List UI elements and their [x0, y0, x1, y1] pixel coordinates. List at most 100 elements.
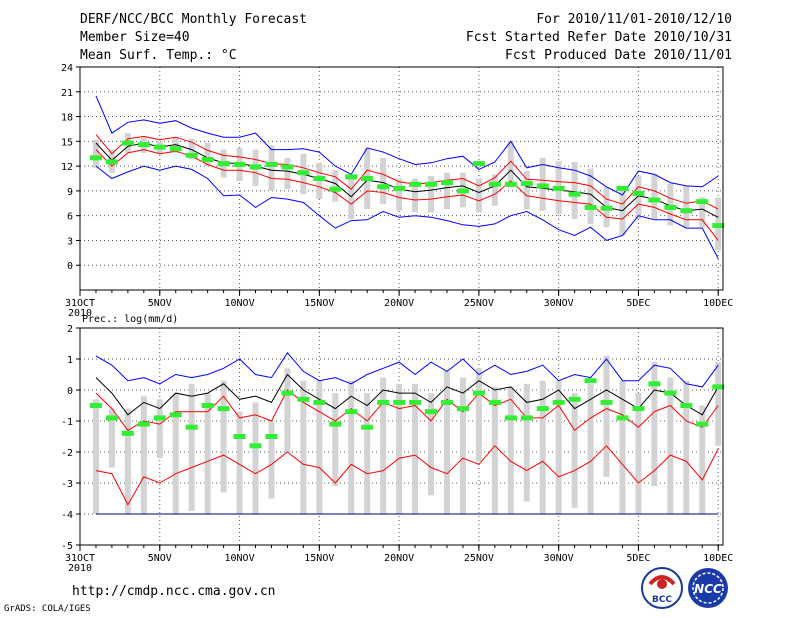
precipitation-observed-marker: [345, 409, 358, 415]
temperature-observed-marker: [664, 204, 677, 210]
temperature-box: [380, 157, 387, 205]
temperature-observed-marker: [377, 184, 390, 190]
temperature-observed-marker: [584, 204, 597, 210]
precipitation-box: [268, 421, 275, 499]
temperature-observed-marker: [265, 161, 278, 167]
temperature-box: [475, 178, 482, 213]
precipitation-box: [204, 393, 211, 514]
precipitation-ytick-label: -5: [61, 541, 73, 552]
temperature-box: [428, 176, 435, 213]
precipitation-xtick-label: 25NOV: [464, 553, 494, 564]
started-date: Fcst Started Refer Date 2010/10/31: [465, 30, 732, 45]
precipitation-box: [459, 377, 466, 514]
temperature-ytick-label: 24: [61, 63, 73, 74]
precipitation-observed-marker: [600, 399, 613, 405]
precipitation-box: [156, 399, 163, 459]
temperature-box: [619, 189, 626, 236]
precipitation-xtick-label: 20NOV: [384, 553, 414, 564]
temperature-observed-marker: [536, 183, 549, 189]
precipitation-box: [699, 405, 706, 514]
precipitation-observed-marker: [313, 399, 326, 405]
precipitation-observed-marker: [472, 390, 485, 396]
temperature-observed-marker: [201, 157, 214, 163]
temperature-observed-marker: [648, 197, 661, 203]
precipitation-observed-marker: [664, 390, 677, 396]
precipitation-observed-marker: [616, 415, 629, 421]
precipitation-observed-marker: [552, 399, 565, 405]
forecast-period: For 2010/11/01-2010/12/10: [536, 12, 732, 27]
temperature-box: [443, 172, 450, 210]
temperature-xtick-label: 20NOV: [384, 298, 414, 309]
temperature-observed-marker: [440, 180, 453, 186]
source-url[interactable]: http://cmdp.ncc.cma.gov.cn: [72, 584, 276, 599]
precipitation-observed-marker: [584, 378, 597, 384]
produced-date: Fcst Produced Date 2010/11/01: [505, 48, 732, 63]
precipitation-box: [348, 380, 355, 514]
temperature-spread-lower-line: [95, 149, 719, 241]
precipitation-observed-marker: [89, 403, 102, 408]
precipitation-observed-marker: [137, 421, 150, 427]
temperature-ytick-label: 18: [61, 113, 73, 124]
variable-label: Mean Surf. Temp.: °C: [80, 48, 237, 63]
precipitation-box: [108, 408, 115, 468]
precipitation-box: [475, 368, 482, 462]
precipitation-box: [619, 380, 626, 514]
temperature-xtick-label: 10DEC: [703, 298, 733, 309]
precipitation-observed-marker: [393, 399, 406, 405]
temperature-plot-frame: [79, 66, 724, 291]
precipitation-box: [92, 399, 99, 514]
precipitation-box: [539, 380, 546, 514]
temperature-observed-marker: [217, 161, 230, 167]
temperature-box: [667, 183, 674, 226]
precipitation-box: [443, 371, 450, 514]
precipitation-observed-marker: [249, 443, 262, 449]
precipitation-observed-marker: [169, 412, 182, 418]
temperature-observed-marker: [89, 155, 102, 161]
precipitation-observed-marker: [425, 409, 438, 415]
precipitation-box: [523, 383, 530, 502]
temperature-observed-marker: [185, 152, 198, 158]
temperature-observed-marker: [361, 176, 374, 181]
precipitation-box: [587, 383, 594, 514]
precipitation-box: [332, 393, 339, 487]
temperature-observed-marker: [552, 185, 565, 191]
temperature-observed-marker: [520, 180, 533, 186]
temperature-year-label: 2010: [68, 308, 92, 319]
temperature-box: [396, 178, 403, 211]
temperature-ytick-label: 15: [61, 137, 73, 148]
precipitation-spread-upper-line: [95, 389, 719, 432]
precipitation-box: [412, 383, 419, 514]
temperature-box: [332, 170, 339, 202]
temperature-box: [204, 142, 211, 167]
precipitation-observed-marker: [568, 396, 581, 402]
precipitation-box: [284, 368, 291, 452]
precipitation-ytick-label: -2: [61, 448, 73, 459]
temperature-box: [699, 197, 706, 228]
precipitation-observed-marker: [265, 434, 278, 439]
precipitation-observed-marker: [632, 406, 645, 412]
precipitation-xtick-label: 5NOV: [148, 553, 172, 564]
temperature-observed-marker: [137, 142, 150, 148]
grads-credit: GrADS: COLA/IGES: [4, 604, 91, 614]
temperature-observed-marker: [105, 159, 118, 165]
temperature-observed-marker: [472, 161, 485, 167]
temperature-observed-marker: [488, 181, 501, 187]
temperature-min-line: [95, 165, 719, 259]
precipitation-observed-marker: [105, 415, 118, 421]
temperature-ytick-label: 6: [67, 212, 73, 223]
precipitation-box: [683, 380, 690, 514]
temperature-observed-marker: [329, 186, 342, 192]
temperature-xtick-label: 10NOV: [224, 298, 254, 309]
temperature-observed-marker: [297, 170, 310, 176]
precipitation-xtick-label: 30NOV: [544, 553, 574, 564]
temperature-observed-marker: [249, 164, 262, 170]
temperature-observed-marker: [345, 174, 358, 180]
precipitation-max-line: [95, 351, 719, 388]
precipitation-box: [571, 393, 578, 508]
precipitation-observed-marker: [361, 424, 374, 430]
precipitation-box: [316, 380, 323, 514]
temperature-observed-marker: [169, 146, 182, 152]
precipitation-box: [715, 362, 722, 446]
precipitation-panel-title: Prec.: log(mm/d): [82, 314, 178, 325]
precipitation-box: [635, 393, 642, 514]
